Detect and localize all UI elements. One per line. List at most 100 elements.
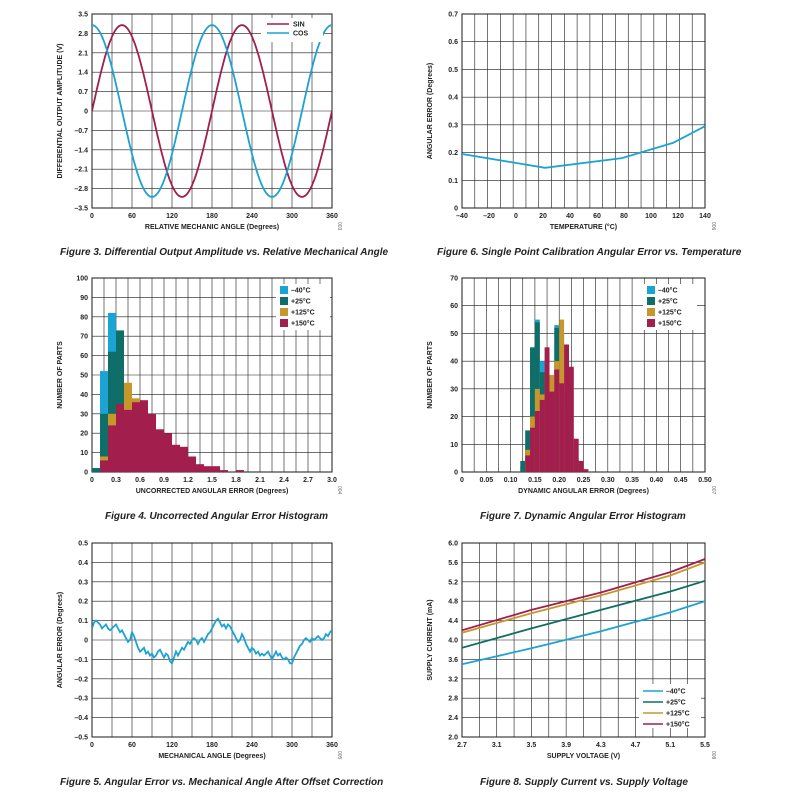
y-axis-label: NUMBER OF PARTS [57, 341, 64, 409]
y-tick-label: –2.8 [74, 186, 88, 193]
histogram-bar [124, 409, 132, 472]
y-axis-label: ANGULAR ERROR (Degrees) [57, 592, 64, 688]
plot-frame [461, 542, 706, 738]
y-tick-label: 0.7 [448, 12, 458, 19]
x-tick-label: 3.5 [527, 742, 537, 749]
x-tick-label: 0.35 [625, 477, 639, 484]
series-line [462, 125, 705, 169]
x-tick-label: 180 [206, 213, 218, 220]
y-tick-label: 0 [84, 638, 88, 645]
grid [461, 277, 706, 473]
figure-caption: Figure 3. Differential Output Amplitude … [60, 247, 388, 258]
x-tick-label: 5.1 [665, 742, 675, 749]
y-tick-label: 3.6 [448, 657, 458, 664]
fig4-chart: 0 0.3 0.6 0.9 1.2 1.5 1.8 2.1 2.4 2.7 3.0100908070… [57, 276, 342, 523]
y-tick-label: 40 [450, 359, 458, 366]
series-group [92, 617, 332, 665]
x-tick-label: 1.2 [183, 477, 193, 484]
histogram-bar [100, 460, 108, 472]
y-tick-label: 50 [80, 373, 88, 380]
x-tick-label: 0.05 [479, 477, 493, 484]
histogram-bar [140, 400, 148, 472]
x-axis-label: MECHANICAL ANGLE (Degrees) [158, 753, 265, 760]
y-tick-label: –0.4 [74, 715, 88, 722]
y-tick-label: 0 [84, 109, 88, 116]
y-tick-label: –0.7 [74, 128, 88, 135]
series-line [462, 561, 705, 634]
y-tick-label: –0.3 [74, 696, 88, 703]
y-axis-label: ANGULAR ERROR (Degrees) [427, 63, 434, 159]
histogram-bar [196, 464, 204, 472]
x-tick-label: 0 [514, 213, 518, 220]
legend-label: +125°C [666, 710, 690, 718]
figure-caption: Figure 7. Dynamic Angular Error Histogra… [480, 511, 686, 522]
figure-caption: Figure 4. Uncorrected Angular Error Hist… [105, 511, 328, 522]
y-tick-label: 2.8 [448, 696, 458, 703]
histogram-bar [108, 425, 116, 472]
y-tick-label: 3.2 [448, 676, 458, 683]
legend-swatch [280, 286, 288, 294]
legend: SIN COS [261, 18, 323, 42]
figure-code: 004 [336, 486, 342, 495]
histogram-bar [92, 468, 100, 472]
x-tick-label: 0.20 [552, 477, 566, 484]
y-axis-label: DIFFERENTIAL OUTPUT AMPLITUDE (V) [57, 44, 64, 179]
histogram-bar [164, 433, 172, 472]
y-tick-label: 30 [450, 386, 458, 393]
legend: –40°C +25°C +125°C +150°C [276, 284, 330, 330]
fig5-chart: 0 60 120 180 240 300 360 0.5 0.4 0.3 0.2 0.1 0 –0.1 –0… [57, 541, 383, 789]
legend-swatch [647, 319, 655, 327]
y-tick-label: 4.4 [448, 618, 458, 625]
x-tick-label: 4.3 [596, 742, 606, 749]
histogram-bar [172, 444, 180, 472]
series-group [462, 558, 705, 666]
legend-swatch [280, 308, 288, 316]
x-tick-label: 80 [620, 213, 628, 220]
y-tick-label: 0 [454, 470, 458, 477]
series-line [92, 24, 332, 198]
x-tick-label: 300 [286, 213, 298, 220]
histogram-bar [559, 383, 565, 472]
x-tick-label: 40 [566, 213, 574, 220]
legend-label: SIN [293, 22, 305, 29]
x-tick-label: 0.30 [601, 477, 615, 484]
x-tick-label: 0.10 [504, 477, 518, 484]
x-tick-label: 120 [166, 213, 178, 220]
y-tick-label: 0.4 [78, 560, 88, 567]
histogram-bar [212, 466, 220, 472]
legend: –40°C +25°C +125°C +150°C [639, 684, 701, 729]
grid [461, 542, 706, 738]
x-axis-label: RELATIVE MECHANIC ANGLE (Degrees) [145, 224, 279, 231]
x-tick-label: –20 [483, 213, 495, 220]
x-tick-label: 240 [246, 742, 258, 749]
x-tick-label: 360 [326, 742, 338, 749]
histogram-bar [530, 347, 535, 472]
legend-label: +25°C [291, 298, 311, 306]
x-tick-label: 2.7 [457, 742, 467, 749]
histogram-bar [554, 369, 560, 472]
x-tick-label: 2.1 [255, 477, 265, 484]
y-tick-label: –0.5 [74, 735, 88, 742]
figure-caption: Figure 8. Supply Current vs. Supply Volt… [480, 777, 688, 788]
legend: –40°C +25°C +125°C +150°C [643, 284, 697, 330]
x-tick-label: 180 [206, 742, 218, 749]
histogram-bar [534, 411, 540, 472]
y-tick-label: 10 [450, 442, 458, 449]
y-tick-label: 20 [80, 431, 88, 438]
figure-caption: Figure 5. Angular Error vs. Mechanical A… [60, 777, 383, 788]
histogram-bar [544, 347, 550, 472]
y-tick-label: 4.0 [448, 638, 458, 645]
x-tick-label: 0.9 [159, 477, 169, 484]
y-tick-label: 0.2 [78, 599, 88, 606]
y-tick-label: 30 [80, 411, 88, 418]
plot-frame [461, 13, 706, 209]
x-tick-label: 3.0 [327, 477, 337, 484]
x-tick-label: 100 [645, 213, 657, 220]
x-tick-label: 360 [326, 213, 338, 220]
series-line [462, 558, 705, 632]
y-tick-label: 70 [450, 276, 458, 283]
y-tick-label: 2.8 [78, 31, 88, 38]
y-tick-label: 20 [450, 414, 458, 421]
y-tick-label: 0.4 [448, 95, 458, 102]
y-tick-label: 0.6 [448, 39, 458, 46]
